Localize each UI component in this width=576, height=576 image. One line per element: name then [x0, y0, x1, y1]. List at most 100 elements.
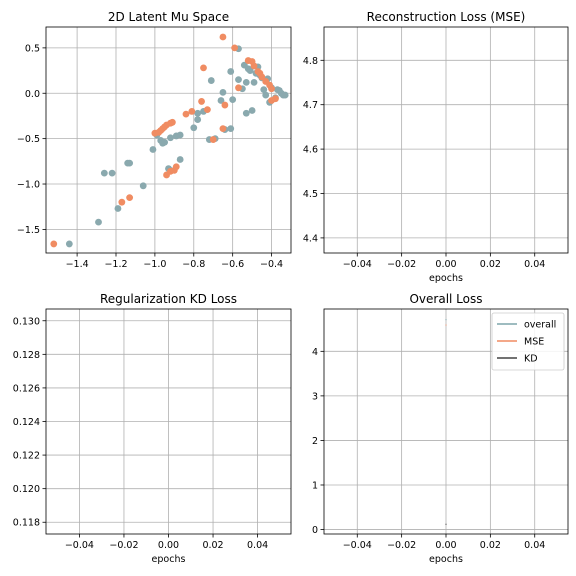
- y-tick-label: 4.6: [303, 145, 318, 156]
- axes-frame: [45, 308, 292, 535]
- scatter-point: [200, 64, 207, 72]
- scatter-point: [246, 67, 254, 74]
- subplot-3: −0.04 −0.02 0.00 0.02 0.04 0.118 0.120 0.122 0.1…: [13, 292, 292, 565]
- subplot-2: −0.04 −0.02 0.00 0.02 0.04 4.4 4.5 4.6 4.7 4.8 Rec…: [303, 10, 569, 284]
- scatter-point: [219, 88, 227, 96]
- y-tick-label: 0.130: [13, 316, 40, 327]
- x-tick-label: −0.4: [260, 259, 283, 270]
- x-tick-label: 0.04: [524, 259, 545, 270]
- subplot-title: Regularization KD Loss: [100, 292, 237, 306]
- legend-label: MSE: [524, 337, 544, 348]
- scatter-point: [242, 78, 250, 86]
- y-tick-label: 2: [312, 436, 318, 447]
- scatter-point: [50, 240, 58, 248]
- x-tick-label: −1.0: [143, 259, 166, 270]
- legend-label: KD: [524, 354, 538, 365]
- scatter-point: [194, 109, 202, 117]
- scatter-point: [188, 108, 196, 115]
- x-tick-label: −0.04: [65, 540, 94, 551]
- x-tick-label: −0.02: [387, 259, 416, 270]
- scatter-point: [126, 194, 134, 202]
- scatter-point: [217, 97, 225, 104]
- scatter-point: [235, 76, 242, 84]
- x-axis-label: epochs: [152, 554, 186, 565]
- axes-frame: [323, 308, 569, 535]
- x-tick-label: 0.00: [435, 540, 456, 551]
- x-tick-label: 0.00: [158, 540, 179, 551]
- scatter-point: [126, 159, 134, 167]
- x-tick-label: −1.4: [66, 259, 89, 270]
- scatter-point: [114, 205, 122, 212]
- scatter-point: [281, 91, 289, 99]
- scatter-point: [272, 95, 279, 103]
- y-tick-label: 0.126: [13, 383, 40, 394]
- x-tick-label: 0.00: [435, 259, 456, 270]
- scatter-point: [235, 84, 242, 92]
- scatter-point: [207, 77, 215, 84]
- x-tick-label: −0.04: [343, 259, 372, 270]
- scatter-point: [167, 134, 174, 142]
- line-point: [445, 523, 447, 525]
- scatter-point: [149, 146, 157, 153]
- y-tick-label: 0: [312, 525, 318, 536]
- scatter-point: [203, 106, 211, 113]
- y-tick-label: 0.118: [13, 518, 40, 529]
- x-tick-label: −0.02: [109, 540, 138, 551]
- x-tick-label: 0.04: [247, 540, 268, 551]
- scatter-point: [168, 118, 176, 126]
- axes-frame: [45, 26, 292, 254]
- scatter-point: [250, 78, 258, 86]
- scatter-point: [95, 218, 102, 226]
- scatter-point: [260, 86, 268, 94]
- x-tick-label: 0.02: [480, 540, 501, 551]
- scatter-point: [100, 169, 108, 177]
- subplot-1: −1.4 −1.2 −1.0 −0.8 −0.6 −0.4 0.5 0.0 −0.5 −1.0 −1…: [17, 10, 292, 270]
- scatter-point: [182, 110, 190, 118]
- scatter-point: [268, 85, 275, 93]
- scatter-point: [176, 156, 184, 163]
- subplot-title: 2D Latent Mu Space: [108, 10, 229, 24]
- y-tick-label: −1.0: [17, 180, 40, 191]
- x-tick-label: −0.6: [221, 259, 244, 270]
- scatter-point: [139, 182, 147, 190]
- y-tick-label: −1.5: [17, 225, 40, 236]
- scatter-point: [198, 98, 205, 105]
- legend-box: [491, 312, 565, 371]
- scatter-point: [229, 96, 237, 104]
- subplot-title: Reconstruction Loss (MSE): [367, 10, 526, 24]
- scatter-point: [248, 107, 256, 114]
- legend-label: overall: [524, 320, 556, 331]
- scatter-point: [118, 198, 126, 206]
- y-tick-label: 0.120: [13, 484, 40, 495]
- scatter-point: [242, 109, 250, 117]
- scatter-point: [161, 138, 169, 146]
- x-axis-label: epochs: [429, 554, 463, 565]
- scatter-point: [108, 169, 116, 177]
- y-tick-label: −0.5: [17, 134, 40, 145]
- axes-frame: [323, 26, 569, 254]
- scatter-point: [219, 125, 227, 133]
- x-tick-label: 0.04: [524, 540, 545, 551]
- y-tick-label: 4.8: [303, 56, 318, 67]
- x-tick-label: 0.02: [480, 259, 501, 270]
- scatter-point: [194, 116, 202, 123]
- x-tick-label: −1.2: [104, 259, 127, 270]
- x-tick-label: −0.04: [343, 540, 372, 551]
- subplot-title: Overall Loss: [409, 292, 482, 306]
- scatter-point: [221, 101, 229, 109]
- scatter-point: [258, 73, 266, 81]
- legend: overall MSE KD: [491, 312, 565, 371]
- y-tick-label: 0.0: [25, 89, 40, 100]
- scatter-point: [250, 62, 258, 70]
- scatter-point: [219, 33, 227, 41]
- scatter-point: [262, 91, 270, 99]
- x-tick-label: −0.8: [182, 259, 205, 270]
- y-tick-label: 0.5: [25, 43, 40, 54]
- scatter-point: [227, 68, 235, 75]
- scatter-point: [65, 240, 73, 248]
- y-tick-label: 4.5: [303, 189, 318, 200]
- scatter-point: [176, 131, 184, 139]
- y-tick-label: 0.122: [13, 451, 40, 462]
- x-tick-label: 0.02: [202, 540, 223, 551]
